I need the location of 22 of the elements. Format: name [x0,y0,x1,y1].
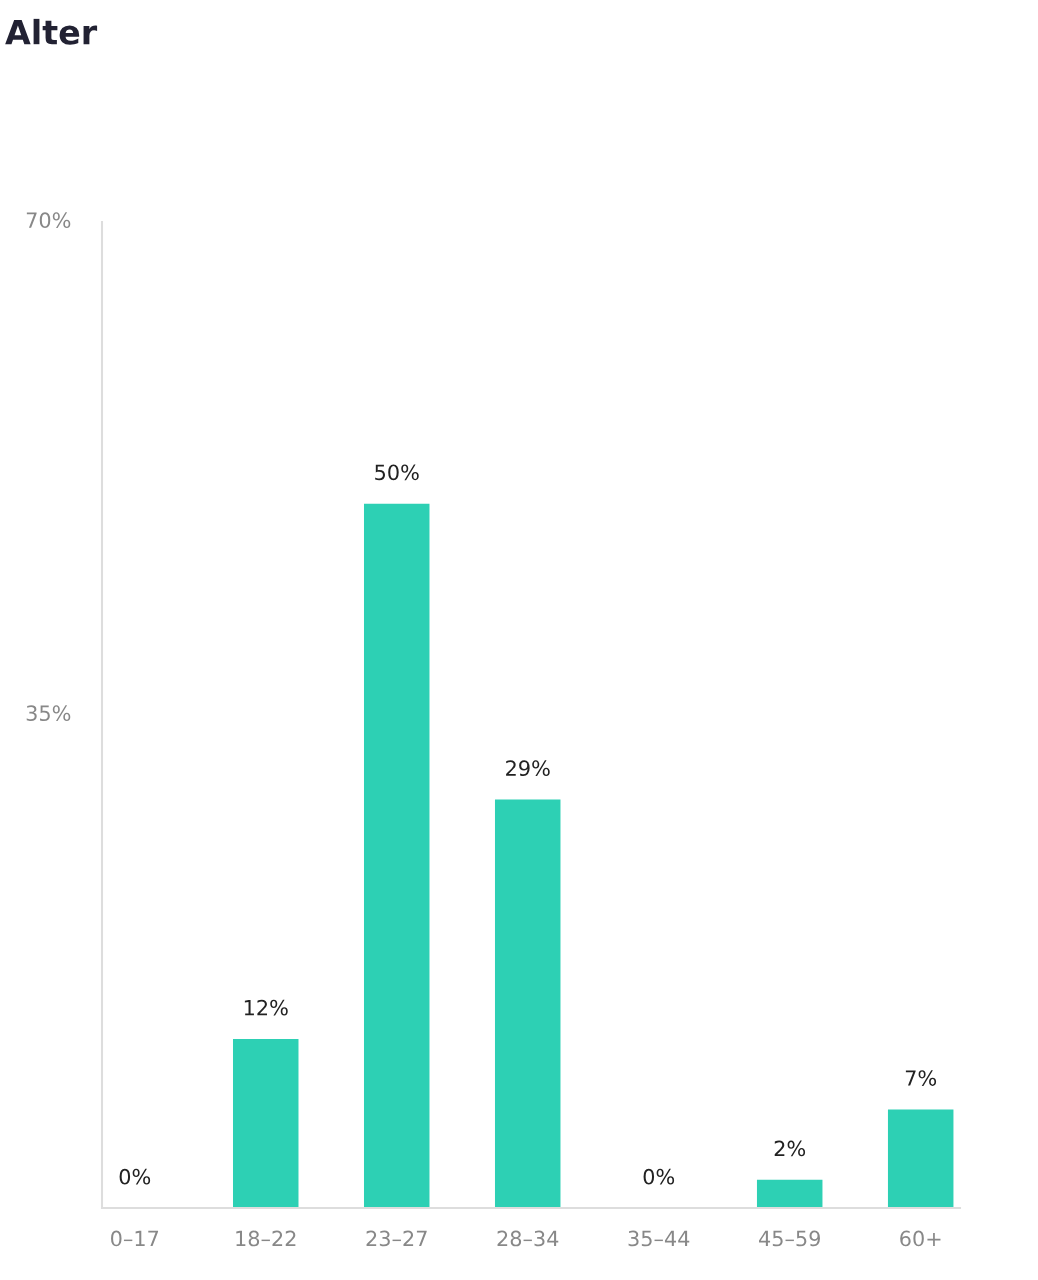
x-tick-label: 60+ [900,1230,941,1247]
bar [363,503,430,1208]
data-label: 0% [643,1168,675,1185]
y-tick-label: 70% [26,212,71,229]
data-label: 12% [244,999,288,1016]
bar [756,1179,823,1208]
bar [494,799,561,1208]
x-tick-label: 35–44 [628,1230,690,1247]
x-tick-label: 28–34 [497,1230,559,1247]
x-tick-label: 23–27 [366,1230,427,1247]
x-tick-label: 45–59 [759,1230,820,1247]
data-label: 29% [506,760,550,777]
chart-title: Alter [5,18,98,45]
y-tick-label: 35% [26,705,71,722]
data-label: 0% [119,1168,151,1185]
data-label: 2% [774,1140,806,1157]
x-tick-label: 18–22 [236,1230,296,1247]
x-tick-label: 0–17 [111,1230,159,1247]
bar [887,1109,954,1208]
data-label: 7% [905,1070,937,1086]
bar [232,1038,299,1208]
data-label: 50% [375,464,419,481]
